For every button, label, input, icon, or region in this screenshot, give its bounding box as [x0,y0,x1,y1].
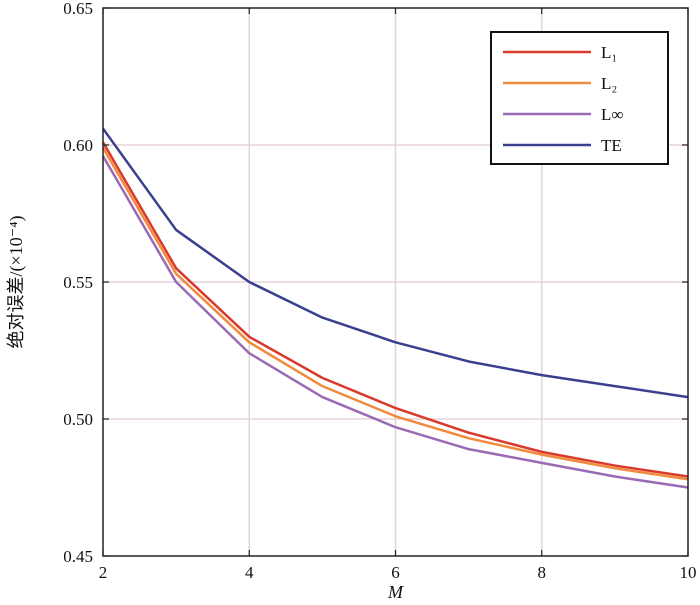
y-tick-label: 0.50 [63,410,93,429]
y-tick-label: 0.60 [63,136,93,155]
legend-label: L∞ [601,105,624,124]
x-tick-label: 10 [680,563,697,582]
y-axis-title: 绝对误差/(×10⁻⁴) [6,216,27,349]
x-tick-label: 2 [99,563,108,582]
x-axis-title: M [387,582,404,602]
legend-label: L₂ [601,74,617,93]
y-tick-label: 0.55 [63,273,93,292]
series-line [101,141,689,478]
legend: L₁ L₂ L∞ TE [490,31,669,165]
y-tick-label: 0.45 [63,547,93,566]
legend-box [490,31,669,165]
series-lines [101,127,689,489]
x-tick-label: 8 [538,563,547,582]
legend-label: TE [601,136,622,155]
x-tick-label: 6 [391,563,400,582]
series-line [101,147,689,481]
x-tick-label: 4 [245,563,254,582]
legend-label: L₁ [601,43,617,62]
y-tick-label: 0.65 [63,0,93,18]
axis-ticks: 2 4 6 8 10 0.45 0.50 0.55 0.60 0.65 [63,0,696,582]
series-line [101,127,689,399]
series-line [101,155,689,489]
